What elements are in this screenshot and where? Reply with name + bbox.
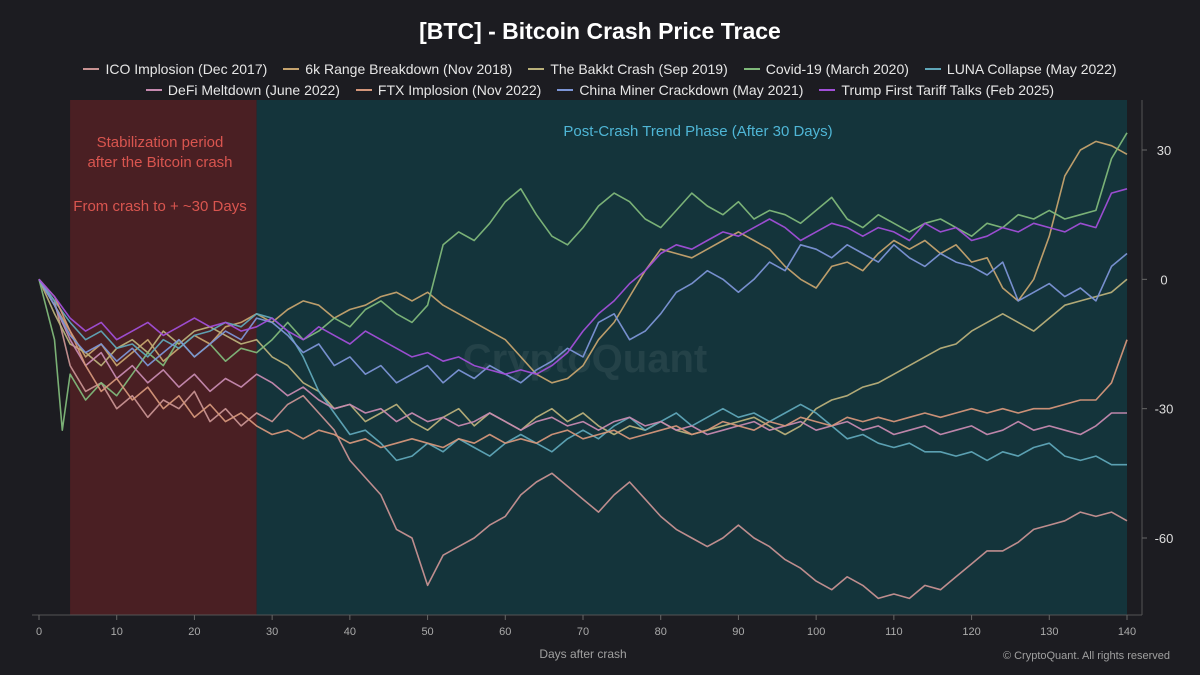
legend-label: ICO Implosion (Dec 2017) xyxy=(105,60,268,77)
legend-label: FTX Implosion (Nov 2022) xyxy=(377,81,542,98)
x-tick-label: 100 xyxy=(807,626,825,638)
legend-item[interactable]: Covid-19 (March 2020) xyxy=(743,58,909,79)
legend-item[interactable]: DeFi Meltdown (June 2022) xyxy=(145,79,340,100)
y-tick-label: 0 xyxy=(1160,272,1167,287)
region-stabilization xyxy=(70,100,257,615)
legend-swatch xyxy=(924,67,941,70)
series-line-7 xyxy=(38,278,1128,449)
series-line-8 xyxy=(38,244,1128,384)
series-line-6 xyxy=(38,278,1127,436)
legend-item[interactable]: LUNA Collapse (May 2022) xyxy=(924,58,1117,79)
series-line-1 xyxy=(38,278,1128,600)
legend-item[interactable]: ICO Implosion (Dec 2017) xyxy=(83,58,267,79)
series-layer xyxy=(38,132,1128,600)
legend-row-1: ICO Implosion (Dec 2017) 6k Range Breakd… xyxy=(0,58,1200,79)
legend-item[interactable]: Trump First Tariff Talks (Feb 2025) xyxy=(819,79,1054,100)
annotation-text: after the Bitcoin crash xyxy=(87,154,232,171)
legend-label: LUNA Collapse (May 2022) xyxy=(946,60,1117,77)
annotation-text: Stabilization period xyxy=(97,134,224,151)
series-line-3 xyxy=(38,278,1128,436)
x-tick-label: 90 xyxy=(732,626,744,638)
legend-item[interactable]: China Miner Crackdown (May 2021) xyxy=(557,79,803,100)
x-axis-label: Days after crash xyxy=(539,647,626,661)
text-layer: Stabilization period after the Bitcoin cr… xyxy=(73,123,1170,662)
series-line-2 xyxy=(38,140,1128,384)
legend-swatch xyxy=(557,88,574,91)
legend-item[interactable]: The Bakkt Crash (Sep 2019) xyxy=(528,58,728,79)
x-tick-label: 0 xyxy=(36,626,42,638)
annotation-text: From crash to + ~30 Days xyxy=(73,198,246,215)
legend-label: Trump First Tariff Talks (Feb 2025) xyxy=(841,81,1055,98)
chart-title: [BTC] - Bitcoin Crash Price Trace xyxy=(419,18,781,44)
y-tick-label: 30 xyxy=(1157,143,1171,158)
legend-swatch xyxy=(83,67,100,70)
series-line-4 xyxy=(38,132,1128,431)
legend-swatch xyxy=(819,88,836,91)
axes-layer: 0 10 20 30 40 50 60 70 80 90 100 110 120 130 140 30 0 -30… xyxy=(32,100,1173,638)
legend-label: Covid-19 (March 2020) xyxy=(765,60,909,77)
x-tick-label: 20 xyxy=(188,626,200,638)
legend-swatch xyxy=(145,88,162,91)
legend-row-2: DeFi Meltdown (June 2022) FTX Implosion … xyxy=(0,79,1200,100)
watermark-layer: CryptoQuant xyxy=(463,337,707,381)
legend-swatch xyxy=(355,88,372,91)
x-tick-label: 60 xyxy=(499,626,511,638)
x-tick-label: 140 xyxy=(1118,626,1136,638)
x-tick-label: 30 xyxy=(266,626,278,638)
series-line-5 xyxy=(38,278,1127,466)
y-tick-label: -30 xyxy=(1155,402,1174,417)
x-tick-label: 70 xyxy=(577,626,589,638)
regions-layer xyxy=(70,100,1128,615)
legend-item[interactable]: 6k Range Breakdown (Nov 2018) xyxy=(283,58,512,79)
legend-item[interactable]: FTX Implosion (Nov 2022) xyxy=(355,79,542,100)
x-tick-label: 130 xyxy=(1040,626,1058,638)
x-tick-label: 110 xyxy=(885,626,903,638)
x-tick-label: 10 xyxy=(111,626,123,638)
x-tick-label: 120 xyxy=(962,626,980,638)
legend: ICO Implosion (Dec 2017) 6k Range Breakd… xyxy=(0,58,1200,100)
legend-label: China Miner Crackdown (May 2021) xyxy=(579,81,804,98)
copyright-text: © CryptoQuant. All rights reserved xyxy=(1003,650,1170,662)
annotation-text: Post-Crash Trend Phase (After 30 Days) xyxy=(563,123,832,140)
legend-label: DeFi Meltdown (June 2022) xyxy=(167,81,340,98)
x-tick-label: 40 xyxy=(344,626,356,638)
legend-swatch xyxy=(528,67,545,70)
legend-label: 6k Range Breakdown (Nov 2018) xyxy=(305,60,513,77)
legend-label: The Bakkt Crash (Sep 2019) xyxy=(550,60,728,77)
y-tick-label: -60 xyxy=(1155,531,1174,546)
legend-swatch xyxy=(283,67,300,70)
series-line-9 xyxy=(38,188,1128,375)
x-tick-label: 80 xyxy=(655,626,667,638)
legend-swatch xyxy=(743,67,760,70)
watermark: CryptoQuant xyxy=(463,337,707,381)
region-post-crash xyxy=(256,100,1128,615)
x-tick-label: 50 xyxy=(421,626,433,638)
